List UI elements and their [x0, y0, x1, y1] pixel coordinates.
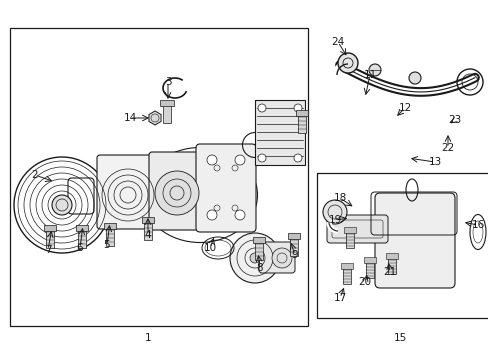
Circle shape	[235, 155, 244, 165]
FancyBboxPatch shape	[196, 144, 256, 232]
Bar	[297, 115, 305, 133]
Bar	[340, 263, 352, 269]
Text: 24: 24	[331, 37, 344, 47]
Text: 17: 17	[333, 293, 346, 303]
Circle shape	[14, 157, 110, 253]
Bar	[387, 258, 395, 274]
Bar	[142, 217, 154, 223]
Bar	[316, 173, 488, 318]
Text: 13: 13	[427, 157, 441, 167]
Bar	[143, 222, 152, 240]
Text: 4: 4	[144, 230, 151, 240]
Bar	[343, 227, 355, 233]
Bar	[78, 230, 86, 248]
Text: 15: 15	[392, 333, 406, 343]
Bar	[160, 100, 174, 106]
FancyBboxPatch shape	[259, 242, 294, 273]
Text: 22: 22	[441, 143, 454, 153]
Text: 20: 20	[358, 277, 371, 287]
Text: 21: 21	[383, 267, 396, 277]
Text: 19: 19	[328, 215, 341, 225]
Bar	[76, 225, 88, 231]
Bar	[346, 232, 353, 248]
Text: 6: 6	[77, 243, 83, 253]
Circle shape	[337, 53, 357, 73]
Circle shape	[52, 195, 72, 215]
Bar	[385, 253, 397, 259]
Circle shape	[258, 104, 265, 112]
Text: 14: 14	[123, 113, 136, 123]
Bar	[106, 228, 114, 246]
Bar	[104, 223, 116, 229]
Text: 2: 2	[32, 170, 38, 180]
Bar	[287, 233, 299, 239]
FancyBboxPatch shape	[374, 193, 454, 288]
Bar	[254, 100, 305, 165]
Circle shape	[293, 154, 302, 162]
Circle shape	[368, 64, 380, 76]
Circle shape	[293, 104, 302, 112]
Text: 18: 18	[333, 193, 346, 203]
FancyBboxPatch shape	[97, 155, 158, 229]
Bar	[342, 268, 350, 284]
Text: 3: 3	[164, 77, 171, 87]
Bar	[46, 230, 54, 248]
Circle shape	[206, 210, 217, 220]
Text: 11: 11	[363, 70, 376, 80]
Text: 23: 23	[447, 115, 461, 125]
FancyBboxPatch shape	[326, 215, 387, 243]
Bar	[254, 242, 263, 260]
Text: 12: 12	[398, 103, 411, 113]
Bar	[289, 238, 297, 256]
Circle shape	[323, 200, 346, 224]
Text: 1: 1	[144, 333, 151, 343]
Bar	[295, 110, 307, 116]
Circle shape	[271, 248, 291, 268]
Circle shape	[155, 171, 199, 215]
Text: 9: 9	[291, 250, 298, 260]
Circle shape	[249, 253, 260, 263]
Text: 8: 8	[256, 263, 263, 273]
Bar	[363, 257, 375, 263]
FancyBboxPatch shape	[149, 152, 204, 230]
Text: 5: 5	[103, 240, 110, 250]
Text: 7: 7	[44, 245, 51, 255]
Circle shape	[258, 154, 265, 162]
Circle shape	[206, 155, 217, 165]
Text: 16: 16	[470, 220, 484, 230]
Circle shape	[229, 233, 280, 283]
Text: 10: 10	[203, 243, 216, 253]
Bar	[10, 28, 307, 326]
Bar	[163, 103, 171, 123]
Bar	[252, 237, 264, 243]
Bar	[365, 262, 373, 278]
Bar	[44, 225, 56, 231]
Circle shape	[235, 210, 244, 220]
Circle shape	[408, 72, 420, 84]
